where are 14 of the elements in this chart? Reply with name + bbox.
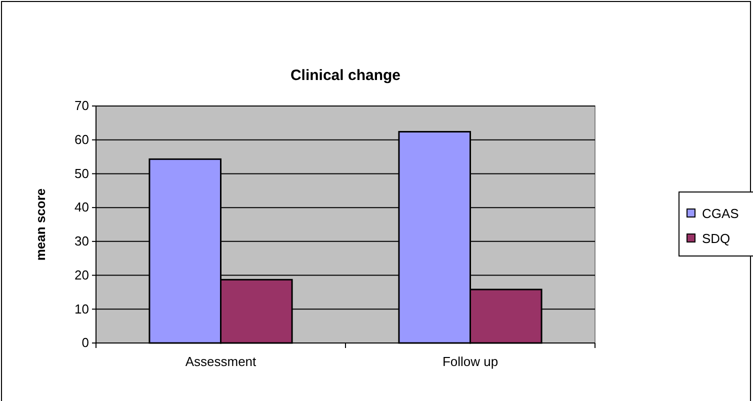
x-tick-label: Assessment bbox=[185, 354, 257, 370]
chart-title: Clinical change bbox=[290, 67, 401, 84]
y-tick-label: 50 bbox=[74, 166, 89, 181]
y-tick-label: 30 bbox=[74, 234, 89, 249]
y-tick-label: 20 bbox=[74, 267, 89, 282]
legend-label: SDQ bbox=[702, 231, 730, 246]
y-tick-label: 40 bbox=[74, 200, 89, 215]
x-tick-label: Follow up bbox=[442, 354, 498, 370]
y-tick-label: 10 bbox=[74, 301, 89, 316]
y-axis-title: mean score bbox=[33, 188, 48, 261]
y-tick-label: 0 bbox=[82, 335, 89, 350]
y-tick-label: 70 bbox=[74, 98, 89, 114]
y-tick-label: 60 bbox=[74, 132, 89, 148]
legend-label: CGAS bbox=[702, 206, 740, 221]
